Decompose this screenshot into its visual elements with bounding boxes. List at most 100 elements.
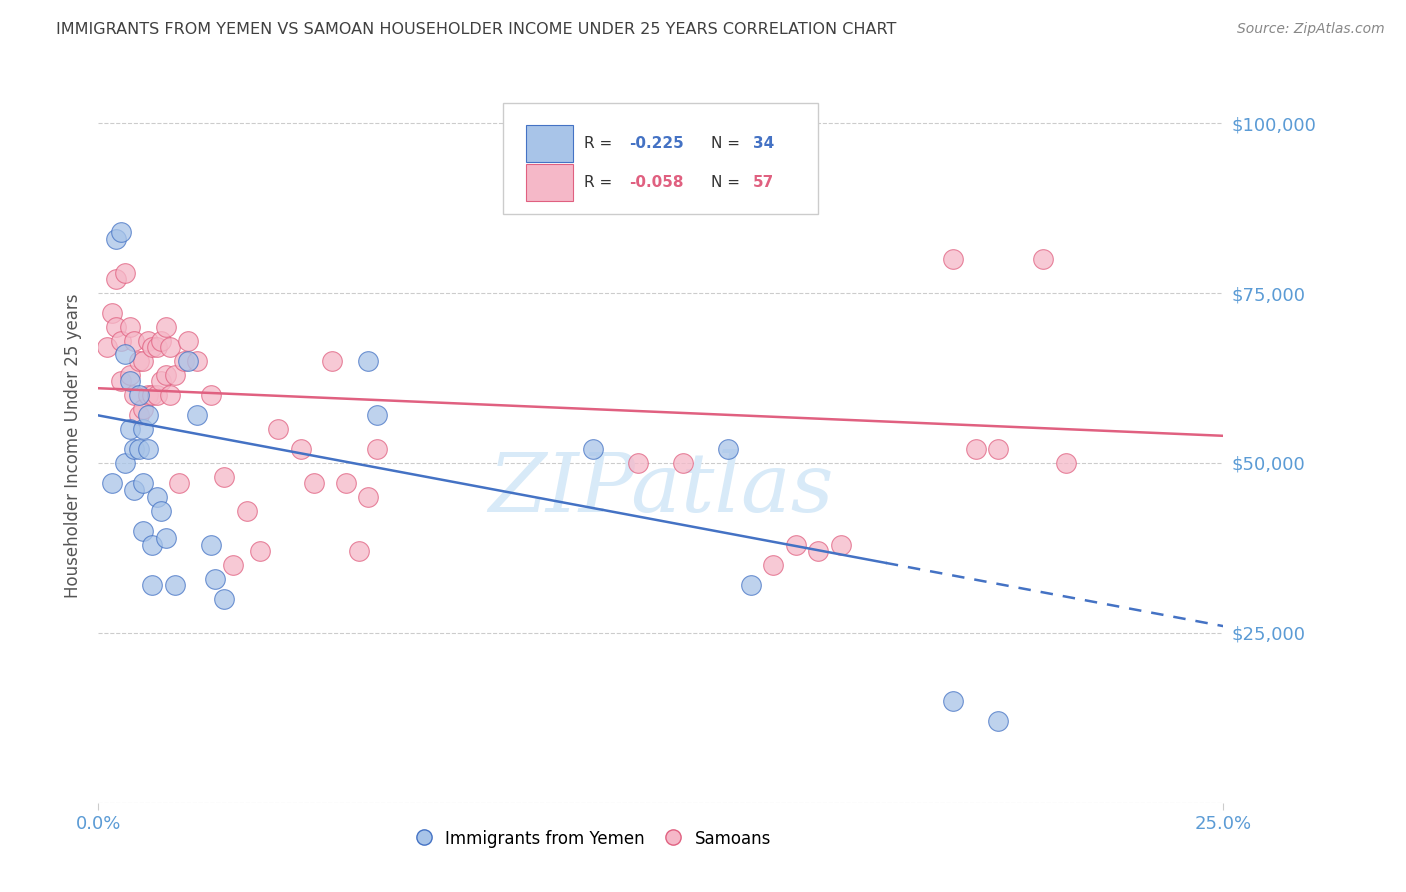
Text: N =: N = [711,175,745,190]
Point [965,442,987,457]
Point [366,442,388,457]
Text: ZIPatlas: ZIPatlas [488,449,834,529]
Point [124,388,146,402]
Point [321,354,343,368]
Point [582,163,605,178]
Point [118,422,141,436]
Point [128,388,150,402]
Point [942,694,965,708]
Point [155,320,177,334]
Point [290,442,312,457]
Text: N =: N = [711,136,745,151]
Point [141,341,163,355]
Point [1054,456,1077,470]
Text: 57: 57 [754,175,775,190]
Point [118,368,141,382]
Point [128,442,150,457]
Point [159,388,181,402]
Point [146,388,169,402]
Point [177,334,200,348]
Point [96,341,118,355]
Point [987,442,1010,457]
Point [136,442,159,457]
Text: R =: R = [585,175,617,190]
Y-axis label: Householder Income Under 25 years: Householder Income Under 25 years [65,293,83,599]
Point [366,409,388,423]
Point [200,388,222,402]
Point [204,572,226,586]
Text: Source: ZipAtlas.com: Source: ZipAtlas.com [1237,22,1385,37]
Point [785,537,807,551]
Point [349,544,371,558]
Point [105,320,128,334]
Point [335,476,357,491]
Text: -0.058: -0.058 [630,175,683,190]
Point [627,456,650,470]
Point [146,490,169,504]
Point [186,354,208,368]
Point [942,252,965,266]
Legend: Immigrants from Yemen, Samoans: Immigrants from Yemen, Samoans [409,823,778,855]
Point [740,578,762,592]
Point [200,537,222,551]
Point [169,476,191,491]
Point [132,354,155,368]
Point [141,578,163,592]
Text: IMMIGRANTS FROM YEMEN VS SAMOAN HOUSEHOLDER INCOME UNDER 25 YEARS CORRELATION CH: IMMIGRANTS FROM YEMEN VS SAMOAN HOUSEHOL… [56,22,897,37]
Point [163,578,186,592]
Point [987,714,1010,729]
Point [173,354,195,368]
Point [105,272,128,286]
Point [159,341,181,355]
Point [124,483,146,498]
Text: R =: R = [585,136,617,151]
Point [110,225,132,239]
FancyBboxPatch shape [526,125,574,162]
Point [155,531,177,545]
Point [136,409,159,423]
Point [132,476,155,491]
Point [132,401,155,416]
Point [807,544,830,558]
Point [267,422,290,436]
Point [124,334,146,348]
Point [214,469,236,483]
Point [128,354,150,368]
Point [186,409,208,423]
Point [146,341,169,355]
Point [114,456,136,470]
Point [118,320,141,334]
Point [101,476,124,491]
Point [357,354,380,368]
Point [105,232,128,246]
Point [304,476,326,491]
Point [582,442,605,457]
Point [177,354,200,368]
Point [672,456,695,470]
Point [114,266,136,280]
Text: 34: 34 [754,136,775,151]
Point [249,544,271,558]
Point [141,537,163,551]
Point [1032,252,1054,266]
Point [124,442,146,457]
Point [717,442,740,457]
Text: -0.225: -0.225 [630,136,685,151]
Point [830,537,852,551]
Point [114,347,136,361]
Point [155,368,177,382]
Point [110,375,132,389]
FancyBboxPatch shape [526,164,574,202]
Point [214,591,236,606]
Point [357,490,380,504]
Point [163,368,186,382]
Point [101,306,124,320]
Point [132,422,155,436]
Point [118,375,141,389]
Point [136,334,159,348]
Point [136,388,159,402]
Point [110,334,132,348]
Point [150,334,173,348]
Point [236,503,259,517]
Point [141,388,163,402]
